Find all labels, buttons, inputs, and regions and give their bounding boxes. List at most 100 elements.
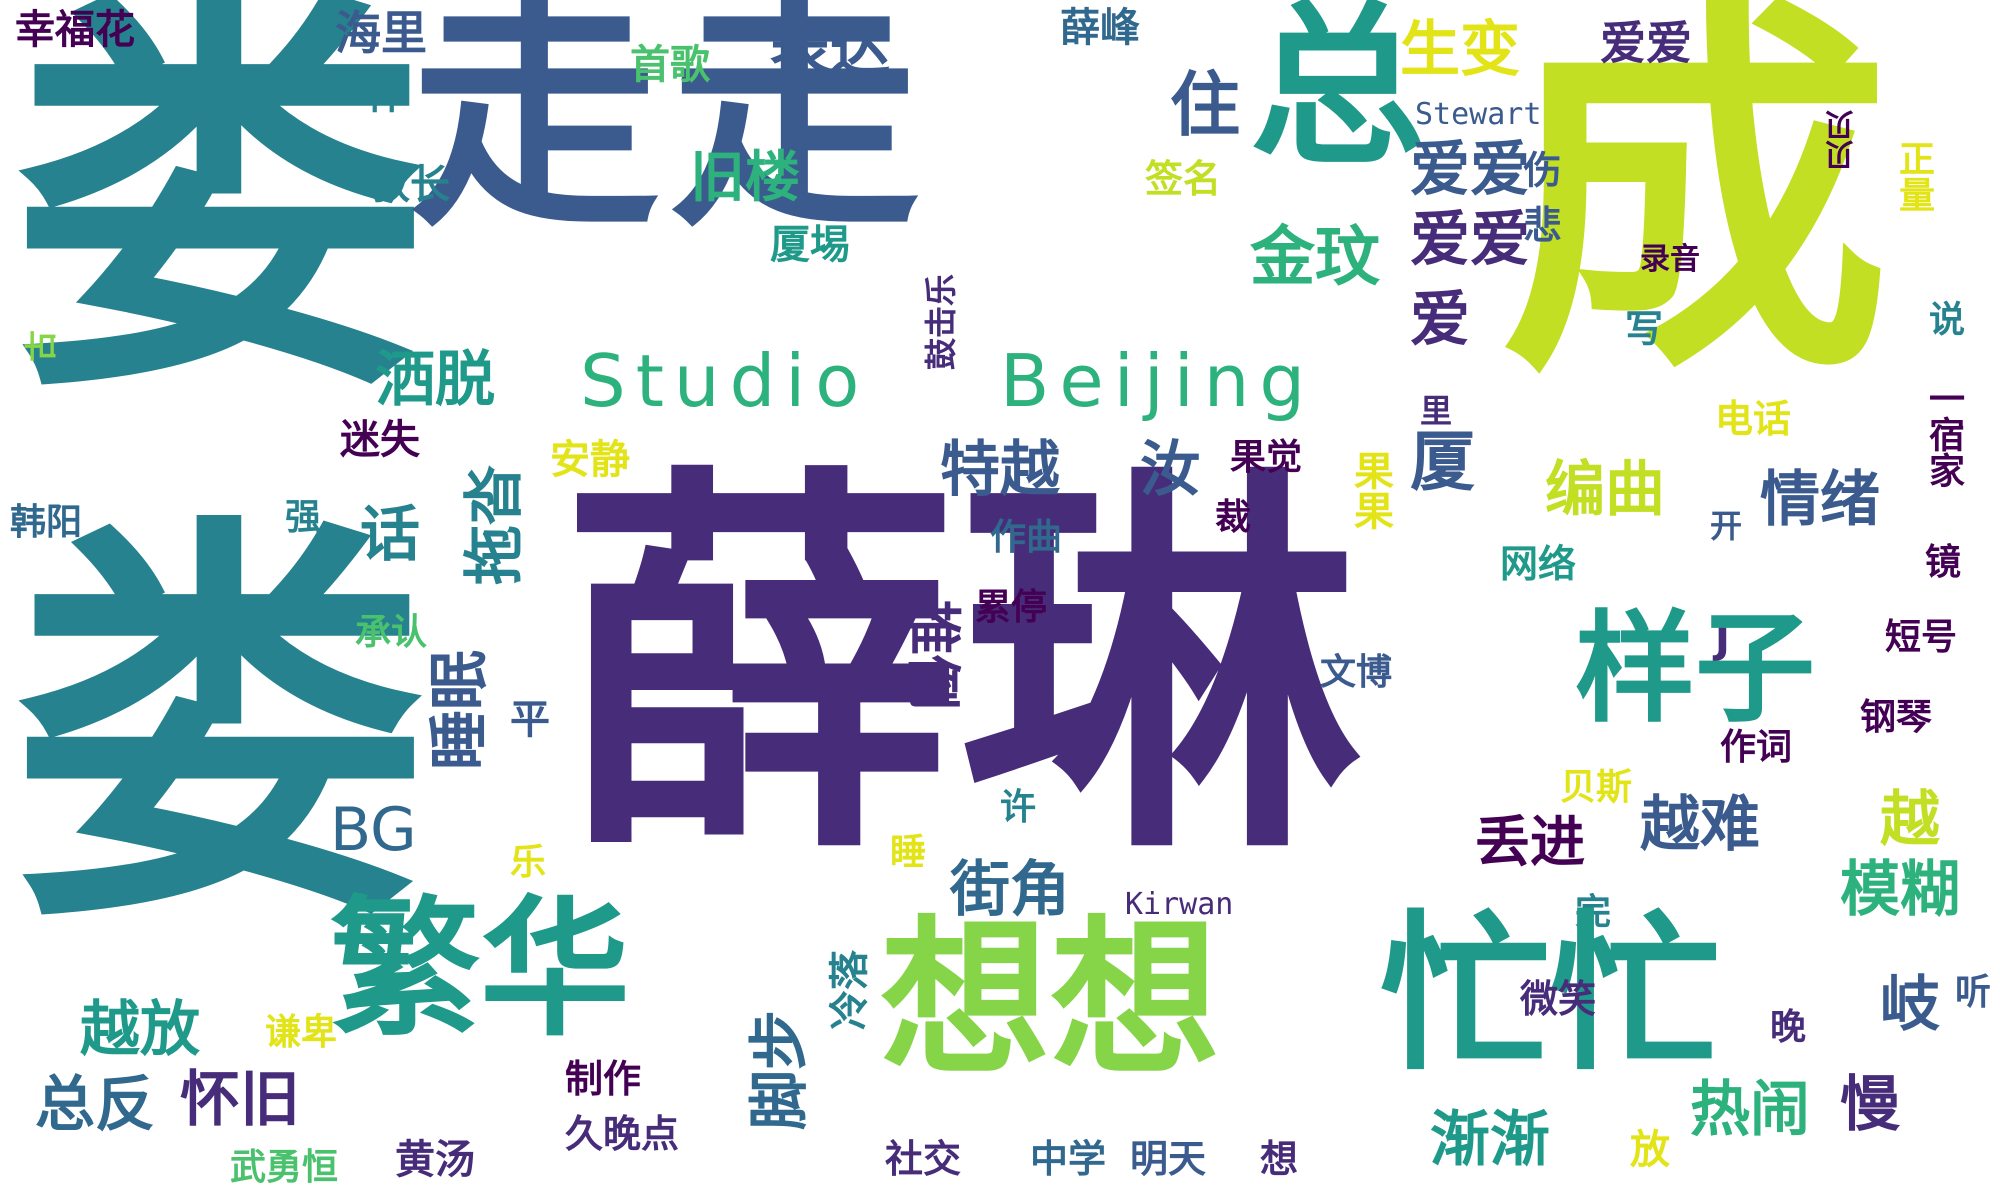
word: 中学: [1030, 1137, 1107, 1181]
word: 短号: [1885, 617, 1958, 658]
word: 表达: [770, 15, 890, 85]
word: 越: [1880, 785, 1940, 855]
word: BG: [330, 795, 417, 865]
word: 薛琳: [560, 437, 1360, 902]
word: 爱爱: [1410, 205, 1530, 275]
word: 明天: [1130, 1137, 1207, 1181]
word: 走走: [410, 0, 930, 260]
word: 古: [22, 329, 61, 363]
word: 街角: [950, 855, 1070, 925]
word: 正量: [1893, 140, 1934, 212]
word: 爱爱: [1410, 135, 1530, 205]
word: 签名: [1145, 157, 1222, 201]
word: 幸福花: [15, 7, 135, 53]
word: 悲: [1517, 205, 1561, 243]
word: 岐: [1880, 970, 1940, 1040]
word: 微笑: [1520, 977, 1597, 1021]
word: 迷失: [340, 417, 420, 463]
word: 制作: [565, 1057, 642, 1101]
word: 汝: [1140, 435, 1200, 505]
word: 脚步: [745, 1010, 815, 1130]
word: 模糊: [1840, 855, 1960, 925]
word: 娄: [10, 485, 430, 974]
word: 果觉: [1230, 437, 1303, 478]
word: 伤: [1517, 150, 1561, 188]
word: 话: [360, 500, 420, 570]
word: Beijing: [1000, 339, 1316, 423]
word: 住: [1170, 64, 1240, 146]
word: 渐渐: [1430, 1105, 1550, 1175]
word: 总反: [35, 1070, 155, 1140]
word: 旧楼: [690, 145, 801, 209]
word: 洒脱: [375, 345, 495, 415]
word: 想: [1260, 1137, 1299, 1181]
word: 睡: [890, 832, 927, 873]
word: 作曲: [990, 517, 1063, 558]
word: 慢: [1840, 1070, 1900, 1140]
word: 文博: [1320, 652, 1393, 693]
word: 武勇恒: [230, 1147, 339, 1188]
word: 写: [1625, 307, 1664, 351]
word: 教长: [370, 162, 450, 208]
word: 一宿家: [1923, 380, 1964, 488]
word: 特越: [940, 435, 1060, 505]
word: 强: [285, 497, 322, 538]
word: 贝贝: [1825, 110, 1860, 170]
word: 社交: [885, 1137, 962, 1181]
word: Kirwan: [1125, 887, 1234, 922]
word: 钢琴: [1860, 697, 1933, 738]
word: 生变: [1400, 15, 1520, 85]
word: 韩阳: [10, 502, 83, 543]
word: 鼓击乐: [922, 273, 960, 370]
word: 越难: [1640, 790, 1760, 860]
word: 想想: [880, 901, 1221, 1099]
word: 爱爱: [1600, 16, 1692, 70]
word: 怀旧: [180, 1065, 300, 1135]
word: 拖沓: [460, 465, 530, 585]
word: 平: [510, 697, 550, 743]
word: 累停: [975, 587, 1048, 628]
word: 样子: [1575, 600, 1815, 739]
word: 娄: [10, 0, 430, 444]
word: 里: [1420, 392, 1453, 430]
word: 承认: [355, 612, 428, 653]
word: 忙忙: [1380, 896, 1721, 1094]
word: 镜: [1925, 542, 1962, 583]
word: 丢进: [1475, 810, 1586, 874]
word: 安静: [550, 437, 630, 483]
word: Studio: [580, 339, 870, 423]
word: 成: [1500, 0, 1890, 422]
word: 睡眠: [425, 650, 495, 770]
word: 推倒: [901, 600, 965, 711]
word: 热闹: [1690, 1075, 1810, 1145]
word: 晚: [1770, 1007, 1807, 1048]
word: 久晚点: [565, 1112, 680, 1156]
word: 越放: [80, 995, 200, 1065]
word: 说: [1923, 300, 1964, 336]
word: Stewart: [1415, 97, 1542, 132]
word: 黄汤: [395, 1137, 475, 1183]
word: 许: [1000, 787, 1037, 828]
word: 金玟: [1250, 220, 1381, 295]
word: 听: [1955, 972, 1992, 1013]
word: 果果: [1347, 450, 1393, 530]
word: 放: [1630, 1127, 1670, 1173]
word: 开: [1710, 507, 1743, 545]
word: 电话: [1715, 397, 1792, 441]
word: 厦: [1410, 425, 1476, 500]
word: 厦埸: [770, 222, 850, 268]
word: J: [1715, 617, 1730, 663]
word: 杯: [365, 72, 405, 118]
word: 作词: [1720, 727, 1793, 768]
word: 薛峰: [1060, 5, 1140, 51]
word: 首歌: [630, 42, 710, 88]
word: 总: [1250, 0, 1425, 189]
word: 海里: [335, 6, 427, 60]
word: 繁华: [330, 883, 631, 1057]
word: 谦卑: [265, 1012, 338, 1053]
word: 乐: [510, 842, 547, 883]
word: 冷落: [827, 950, 873, 1030]
word: 网络: [1500, 542, 1577, 586]
word: 完: [1575, 892, 1612, 933]
